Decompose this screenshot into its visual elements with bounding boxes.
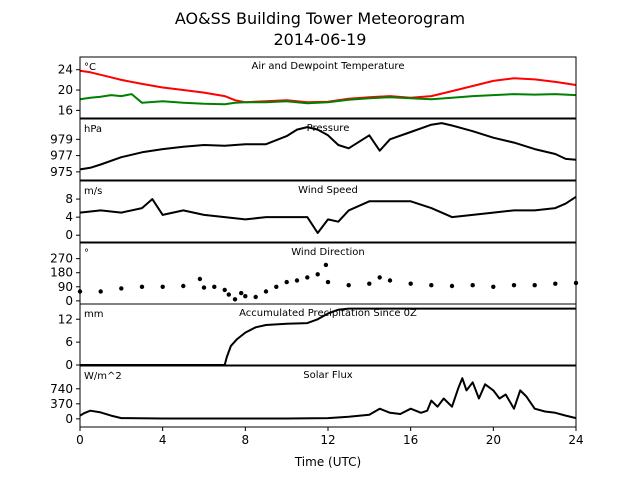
x-tick-label: 16 xyxy=(403,433,418,447)
data-point xyxy=(315,272,320,277)
data-point xyxy=(532,283,537,288)
data-point xyxy=(160,284,165,289)
data-point xyxy=(408,281,413,286)
data-point xyxy=(387,278,393,283)
y-tick-label: 8 xyxy=(65,192,73,206)
y-tick-label: 180 xyxy=(50,266,73,280)
y-tick-label: 740 xyxy=(50,382,73,396)
data-point xyxy=(511,283,517,288)
data-point xyxy=(346,283,351,288)
y-tick-label: 975 xyxy=(50,165,73,179)
x-tick-label: 12 xyxy=(320,433,335,447)
data-point xyxy=(181,283,186,289)
figure-title: AO&SS Building Tower Meteorogram xyxy=(175,9,465,28)
unit-label: m/s xyxy=(84,186,102,197)
panel-title: Accumulated Precipitation Since 0Z xyxy=(239,308,417,319)
panel-title: Solar Flux xyxy=(303,370,353,381)
panel-2: 0 4 8 m/s Wind Speed xyxy=(65,180,577,243)
x-axis-label: Time (UTC) xyxy=(294,455,361,469)
y-tick-label: 90 xyxy=(58,280,73,294)
panel-1: 975 977 979 hPa Pressure xyxy=(50,118,577,181)
data-point xyxy=(197,276,203,282)
panel-frame xyxy=(79,56,577,119)
data-point xyxy=(429,283,434,288)
data-point xyxy=(553,281,558,286)
data-point xyxy=(325,279,331,285)
series-line-1 xyxy=(79,93,577,106)
data-point xyxy=(222,287,227,293)
y-tick-label: 977 xyxy=(50,149,73,163)
x-tick-label: 20 xyxy=(486,433,501,447)
series-line-0 xyxy=(79,69,577,104)
panel-frame xyxy=(79,180,577,243)
data-point xyxy=(491,284,496,289)
series-line-0 xyxy=(79,122,577,171)
data-point xyxy=(253,294,258,300)
data-point xyxy=(449,283,455,289)
y-tick-label: 24 xyxy=(58,63,73,77)
panel-0: 16 20 24 °C Air and Dewpoint Temperature xyxy=(58,56,577,119)
y-tick-label: 0 xyxy=(65,294,73,308)
y-tick-label: 12 xyxy=(58,312,73,326)
x-tick-label: 0 xyxy=(76,433,84,447)
panel-title: Wind Speed xyxy=(298,185,358,196)
data-point xyxy=(377,275,382,280)
y-tick-label: 0 xyxy=(65,358,73,372)
unit-label: °C xyxy=(84,62,96,73)
y-tick-label: 270 xyxy=(50,252,73,266)
unit-label: mm xyxy=(84,309,103,320)
data-point xyxy=(284,279,289,285)
y-tick-label: 20 xyxy=(58,83,73,97)
series-line-0 xyxy=(80,307,576,366)
unit-label: ° xyxy=(84,248,89,259)
data-point xyxy=(470,283,475,288)
unit-label: W/m^2 xyxy=(84,371,122,382)
x-tick-label: 4 xyxy=(159,433,167,447)
data-point xyxy=(274,284,279,289)
panel-4: 0 6 12 mm Accumulated Precipitation Since 0Z xyxy=(58,303,577,372)
y-tick-label: 0 xyxy=(65,412,73,426)
y-tick-label: 4 xyxy=(65,210,73,224)
data-point xyxy=(263,289,269,294)
panel-title: Air and Dewpoint Temperature xyxy=(252,61,405,72)
data-point xyxy=(243,294,248,299)
data-point xyxy=(239,290,244,296)
x-tick-label: 8 xyxy=(242,433,250,447)
unit-label: hPa xyxy=(84,124,102,135)
data-point xyxy=(323,262,329,268)
y-tick-label: 370 xyxy=(50,397,73,411)
data-point xyxy=(139,284,145,289)
data-point xyxy=(119,286,124,291)
data-point xyxy=(212,284,217,289)
data-point xyxy=(294,278,300,283)
panel-frame xyxy=(79,118,577,181)
y-tick-label: 979 xyxy=(50,132,73,146)
y-tick-label: 0 xyxy=(65,228,73,242)
data-point xyxy=(232,297,238,302)
data-point xyxy=(305,275,310,280)
series-line-0 xyxy=(79,195,577,234)
series-line-0 xyxy=(79,377,577,420)
panel-title: Wind Direction xyxy=(291,247,365,258)
y-tick-label: 6 xyxy=(65,335,73,349)
data-point xyxy=(98,289,103,294)
panel-frame xyxy=(79,303,577,366)
x-tick-label: 24 xyxy=(568,433,583,447)
data-point xyxy=(367,281,372,286)
panel-title: Pressure xyxy=(307,123,350,134)
data-point xyxy=(226,292,231,297)
y-tick-label: 16 xyxy=(58,103,73,117)
x-axis: 0 4 8 12 16 20 24 xyxy=(76,427,584,447)
data-point xyxy=(201,285,207,290)
figure-subtitle: 2014-06-19 xyxy=(274,30,367,49)
